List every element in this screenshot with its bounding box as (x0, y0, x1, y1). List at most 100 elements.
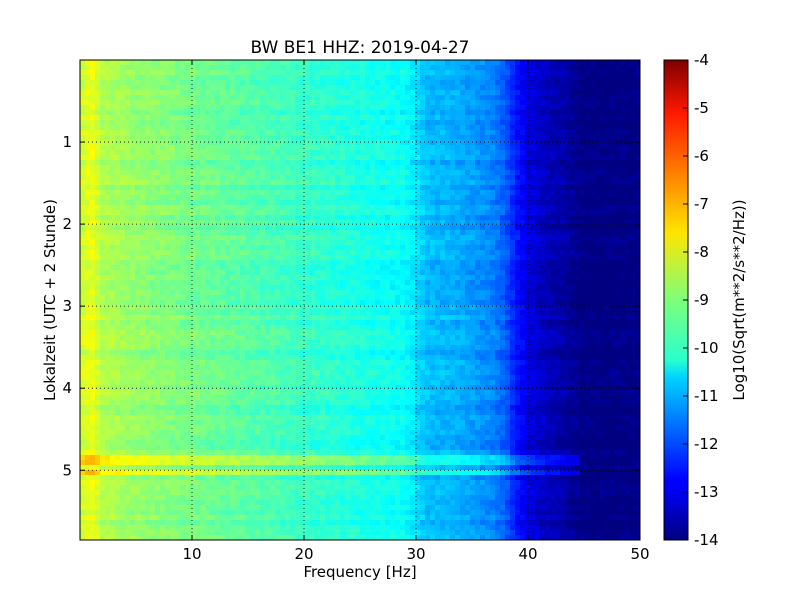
heatmap-cell (545, 150, 551, 156)
heatmap-cell (295, 60, 301, 66)
heatmap-cell (390, 260, 396, 266)
heatmap-cell (195, 90, 201, 96)
heatmap-cell (415, 240, 421, 246)
heatmap-cell (190, 265, 196, 271)
heatmap-cell (380, 270, 386, 276)
heatmap-cell (250, 125, 256, 131)
heatmap-cell (410, 115, 416, 121)
heatmap-cell (240, 190, 246, 196)
heatmap-cell (200, 60, 206, 66)
heatmap-cell (460, 170, 466, 176)
heatmap-cell (145, 75, 151, 81)
heatmap-cell (590, 70, 596, 76)
heatmap-cell (405, 135, 411, 141)
heatmap-cell (355, 185, 361, 191)
heatmap-cell (170, 210, 176, 216)
heatmap-cell (430, 265, 436, 271)
heatmap-cell (630, 150, 636, 156)
heatmap-cell (160, 240, 166, 246)
heatmap-cell (495, 175, 501, 181)
heatmap-cell (120, 195, 126, 201)
heatmap-cell (315, 70, 321, 76)
heatmap-cell (615, 185, 621, 191)
heatmap-cell (210, 135, 216, 141)
heatmap-cell (465, 70, 471, 76)
heatmap-cell (585, 110, 591, 116)
heatmap-cell (300, 195, 306, 201)
heatmap-cell (225, 185, 231, 191)
heatmap-cell (575, 270, 581, 276)
heatmap-cell (360, 150, 366, 156)
heatmap-cell (460, 105, 466, 111)
heatmap-cell (300, 215, 306, 221)
heatmap-cell (440, 235, 446, 241)
heatmap-cell (535, 235, 541, 241)
heatmap-cell (540, 160, 546, 166)
heatmap-cell (110, 155, 116, 161)
heatmap-cell (500, 250, 506, 256)
heatmap-cell (535, 115, 541, 121)
heatmap-cell (385, 180, 391, 186)
heatmap-cell (200, 275, 206, 281)
heatmap-cell (345, 165, 351, 171)
heatmap-cell (545, 130, 551, 136)
heatmap-cell (335, 80, 341, 86)
heatmap-cell (400, 95, 406, 101)
heatmap-cell (435, 175, 441, 181)
heatmap-cell (610, 215, 616, 221)
heatmap-cell (175, 255, 181, 261)
heatmap-cell (515, 255, 521, 261)
heatmap-cell (285, 210, 291, 216)
heatmap-cell (195, 195, 201, 201)
heatmap-cell (385, 210, 391, 216)
heatmap-cell (325, 120, 331, 126)
heatmap-cell (620, 155, 626, 161)
heatmap-cell (455, 225, 461, 231)
heatmap-cell (515, 250, 521, 256)
heatmap-cell (635, 145, 641, 151)
heatmap-cell (560, 110, 566, 116)
heatmap-cell (265, 205, 271, 211)
heatmap-cell (470, 245, 476, 251)
heatmap-cell (530, 140, 536, 146)
heatmap-cell (300, 200, 306, 206)
heatmap-cell (275, 135, 281, 141)
heatmap-cell (255, 260, 261, 266)
heatmap-cell (580, 200, 586, 206)
heatmap-cell (510, 150, 516, 156)
heatmap-cell (215, 160, 221, 166)
heatmap-cell (340, 195, 346, 201)
heatmap-cell (320, 225, 326, 231)
heatmap-cell (260, 95, 266, 101)
heatmap-cell (240, 195, 246, 201)
heatmap-cell (100, 90, 106, 96)
heatmap-cell (200, 255, 206, 261)
heatmap-cell (600, 170, 606, 176)
heatmap-cell (585, 265, 591, 271)
heatmap-cell (240, 70, 246, 76)
heatmap-cell (395, 125, 401, 131)
heatmap-cell (180, 215, 186, 221)
heatmap-cell (485, 230, 491, 236)
heatmap-cell (290, 115, 296, 121)
heatmap-cell (615, 205, 621, 211)
heatmap-cell (175, 125, 181, 131)
heatmap-cell (520, 125, 526, 131)
heatmap-cell (580, 270, 586, 276)
heatmap-cell (620, 250, 626, 256)
heatmap-cell (405, 175, 411, 181)
heatmap-cell (495, 85, 501, 91)
heatmap-cell (585, 220, 591, 226)
heatmap-cell (245, 180, 251, 186)
heatmap-cell (480, 250, 486, 256)
heatmap-cell (235, 245, 241, 251)
heatmap-cell (475, 150, 481, 156)
heatmap-cell (120, 110, 126, 116)
heatmap-cell (460, 110, 466, 116)
heatmap-cell (520, 255, 526, 261)
heatmap-cell (435, 265, 441, 271)
heatmap-cell (190, 75, 196, 81)
heatmap-cell (565, 225, 571, 231)
heatmap-cell (430, 245, 436, 251)
heatmap-cell (125, 100, 131, 106)
